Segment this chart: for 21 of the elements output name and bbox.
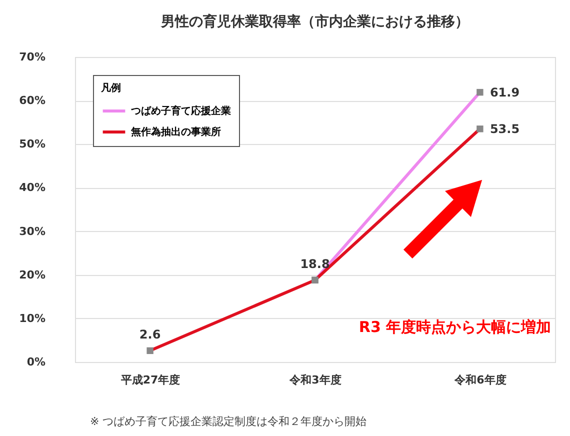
data-label: 61.9: [490, 85, 520, 100]
y-tick-label: 10%: [19, 312, 46, 325]
annotation: R3 年度時点から大幅に増加: [358, 318, 552, 336]
y-tick-label: 50%: [19, 138, 46, 151]
legend-label: 無作為抽出の事業所: [130, 126, 221, 138]
data-label: 53.5: [490, 122, 520, 136]
y-tick-label: 70%: [19, 50, 46, 64]
x-tick-label: 令和6年度: [454, 374, 506, 386]
text: ※ つばめ子育て応援企業認定制度は令和２年度から開始: [90, 415, 367, 428]
x-tick-label: 令和3年度: [288, 374, 342, 386]
y-tick-label: 30%: [19, 224, 46, 238]
y-tick-label: 40%: [19, 181, 46, 194]
data-label: 2.6: [139, 328, 161, 342]
y-tick-label: 60%: [19, 94, 46, 108]
chart-title: 男性の育児休業取得率（市内企業における推移）: [160, 13, 469, 30]
data-label: 18.8: [300, 257, 330, 272]
y-tick-label: 20%: [19, 268, 46, 282]
legend-title: 凡例: [100, 82, 121, 94]
y-tick-label: 0%: [26, 356, 46, 368]
legend-label: つばめ子育て応援企業: [130, 105, 231, 117]
x-tick-label: 平成27年度: [120, 374, 180, 386]
